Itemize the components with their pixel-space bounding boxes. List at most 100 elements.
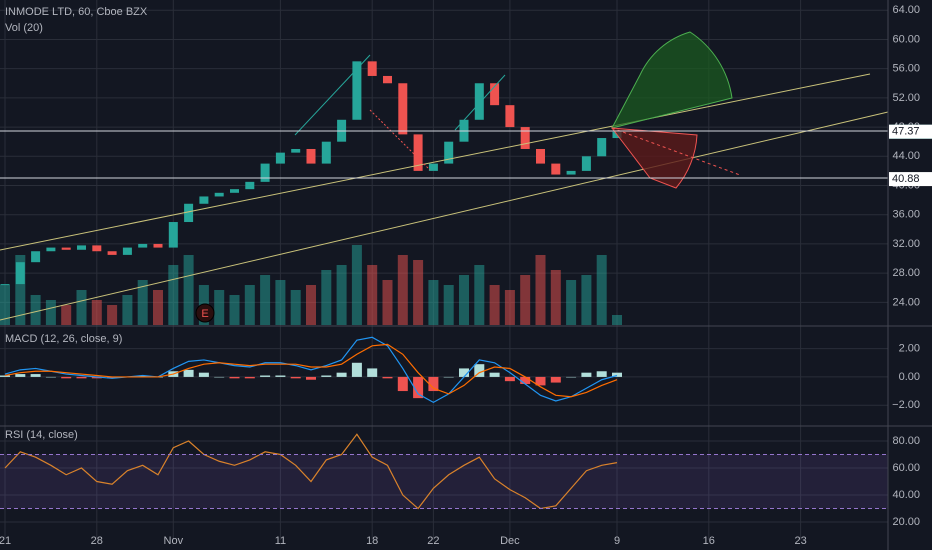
y-tick-label: 40.00 xyxy=(892,489,920,501)
candle xyxy=(31,251,41,263)
x-tick-label: 9 xyxy=(614,535,620,547)
volume-bar xyxy=(428,280,439,325)
volume-label: Vol (20) xyxy=(5,22,43,34)
volume-bar xyxy=(122,295,133,325)
macd-histogram-bar xyxy=(183,369,194,377)
volume-bar xyxy=(382,280,393,325)
y-tick-label: 44.00 xyxy=(892,150,920,162)
candle xyxy=(15,262,25,285)
candle xyxy=(597,138,607,157)
volume-bar xyxy=(61,305,72,325)
candle xyxy=(551,163,561,175)
volume-bar xyxy=(535,255,546,325)
candle xyxy=(398,83,408,135)
volume-bar xyxy=(137,280,148,325)
macd-histogram-bar xyxy=(535,376,546,386)
candle xyxy=(199,196,209,204)
macd-histogram-bar xyxy=(489,372,500,377)
candle xyxy=(168,222,178,248)
volume-bar xyxy=(275,280,286,325)
candle xyxy=(46,247,56,252)
volume-bar xyxy=(214,290,225,325)
candle xyxy=(138,243,148,248)
volume-bar xyxy=(290,290,301,325)
volume-bar xyxy=(15,255,26,325)
price-label: 40.88 xyxy=(892,173,920,185)
candle xyxy=(520,127,530,149)
macd-histogram-bar xyxy=(459,368,469,377)
x-tick-label: Dec xyxy=(500,535,520,547)
macd-histogram-bar xyxy=(321,375,332,377)
volume-bar xyxy=(474,265,485,325)
volume-bar xyxy=(489,285,500,325)
candle xyxy=(505,105,515,128)
macd-histogram-bar xyxy=(0,375,10,377)
candle xyxy=(321,141,331,164)
macd-histogram-bar xyxy=(550,376,561,383)
y-tick-label: 20.00 xyxy=(892,516,920,528)
y-tick-label: 0.00 xyxy=(899,371,920,383)
macd-histogram-bar xyxy=(443,376,454,378)
macd-histogram-bar xyxy=(214,376,225,378)
y-tick-label: 24.00 xyxy=(892,296,920,308)
candle xyxy=(61,247,71,250)
candle xyxy=(490,83,500,106)
macd-histogram-bar xyxy=(428,376,439,392)
macd-histogram-bar xyxy=(229,376,240,379)
rsi-band xyxy=(0,454,888,509)
volume-bar xyxy=(260,275,271,325)
candle xyxy=(275,152,285,164)
x-tick-label: 21 xyxy=(0,535,11,547)
y-tick-label: 2.00 xyxy=(899,343,920,355)
x-tick-label: 28 xyxy=(91,535,103,547)
volume-bar xyxy=(229,295,240,325)
y-tick-label: 64.00 xyxy=(892,4,920,16)
volume-bar xyxy=(413,260,424,325)
volume-bar xyxy=(30,295,41,325)
macd-histogram-bar xyxy=(566,376,577,378)
candle xyxy=(367,61,377,76)
macd-histogram-bar xyxy=(336,372,347,377)
earnings-label[interactable]: E xyxy=(201,308,208,320)
macd-histogram-bar xyxy=(382,376,393,379)
price-label: 47.37 xyxy=(892,126,920,138)
earnings-marker[interactable]: E xyxy=(195,303,215,323)
x-tick-label: 16 xyxy=(703,535,715,547)
macd-histogram-bar xyxy=(198,372,209,377)
drawing-line xyxy=(294,54,371,136)
macd-histogram-bar xyxy=(290,376,301,379)
volume-bar xyxy=(76,290,87,325)
candle xyxy=(428,163,438,171)
volume-bar xyxy=(566,280,577,325)
candle xyxy=(413,134,423,171)
macd-histogram-bar xyxy=(91,376,102,379)
macd-histogram-bar xyxy=(581,372,592,377)
price-label-box xyxy=(889,124,932,139)
volume-bar xyxy=(443,285,454,325)
candle xyxy=(122,247,132,255)
macd-histogram-bar xyxy=(260,375,271,377)
earnings-icon[interactable] xyxy=(195,303,215,323)
candle xyxy=(581,156,591,171)
volume-bar xyxy=(351,245,362,325)
volume-bar xyxy=(459,275,469,325)
candle xyxy=(260,163,270,182)
y-tick-label: −2.00 xyxy=(892,399,920,411)
macd-histogram-bar xyxy=(275,375,286,377)
volume-bar xyxy=(306,285,316,325)
macd-histogram-bar xyxy=(612,372,622,377)
macd-line xyxy=(4,343,618,398)
candle xyxy=(352,61,362,120)
volume-bar xyxy=(550,270,561,325)
candle xyxy=(0,284,10,286)
drawing-line xyxy=(454,74,506,131)
fan-up xyxy=(611,31,733,129)
candle xyxy=(184,203,194,223)
macd-histogram-bar xyxy=(61,376,72,379)
price-label-box xyxy=(889,172,932,187)
macd-histogram-bar xyxy=(244,376,255,379)
volume-bar xyxy=(244,285,255,325)
drawing-line xyxy=(611,127,741,176)
volume-bar xyxy=(596,255,607,325)
